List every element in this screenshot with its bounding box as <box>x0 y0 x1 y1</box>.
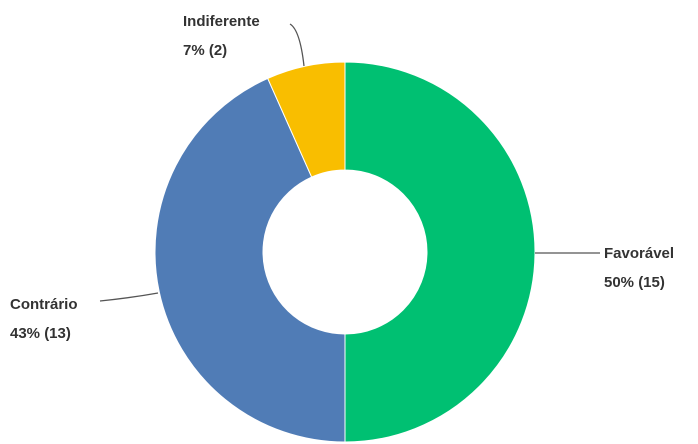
slice-label: Indiferente <box>183 13 260 30</box>
donut-slice <box>267 61 346 178</box>
donut-slice <box>154 77 346 443</box>
donut-slice <box>344 61 536 443</box>
slice-value-label: 43% (13) <box>10 325 71 342</box>
slice-value-label: 7% (2) <box>183 42 227 59</box>
slice-label: Contrário <box>10 296 78 313</box>
leader-line <box>99 292 159 302</box>
leader-line <box>289 23 305 67</box>
slice-value-label: 50% (15) <box>604 274 665 291</box>
slice-label: Favorável <box>604 245 674 262</box>
